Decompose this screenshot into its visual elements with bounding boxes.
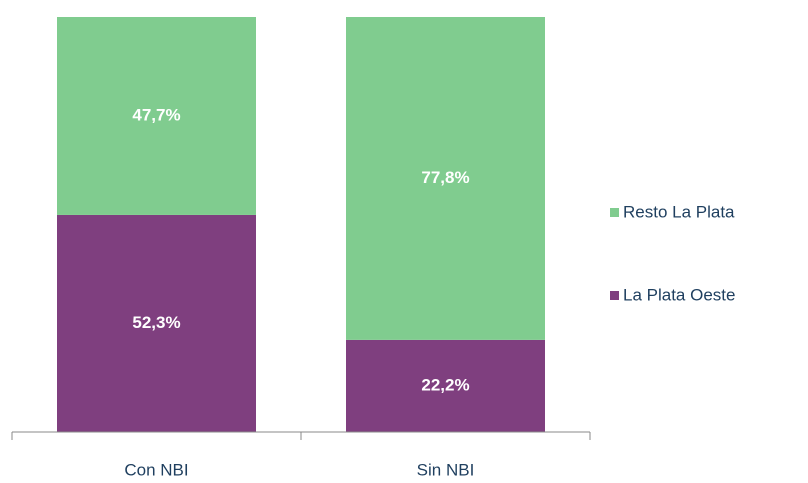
value-label: 77,8%: [421, 168, 469, 187]
legend-swatch: [610, 291, 619, 300]
value-label: 52,3%: [132, 313, 180, 332]
bar-segment: [57, 17, 256, 215]
legend-swatch: [610, 208, 619, 217]
x-tick-label: Sin NBI: [417, 460, 475, 479]
bar-segment: [346, 17, 545, 340]
bar-segment: [346, 339, 545, 432]
bar-segment: [57, 214, 256, 432]
legend-label: La Plata Oeste: [623, 285, 735, 304]
value-label: 22,2%: [421, 375, 469, 394]
x-tick-label: Con NBI: [124, 460, 188, 479]
legend-label: Resto La Plata: [623, 202, 735, 221]
value-label: 47,7%: [132, 105, 180, 124]
